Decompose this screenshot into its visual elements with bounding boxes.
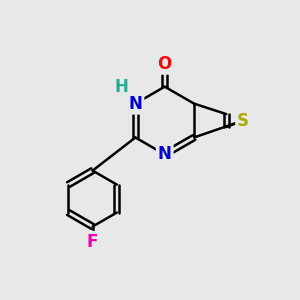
Text: N: N bbox=[158, 146, 172, 164]
Text: O: O bbox=[158, 55, 172, 73]
Text: F: F bbox=[87, 233, 98, 251]
Text: H: H bbox=[114, 77, 128, 95]
Text: S: S bbox=[237, 112, 249, 130]
Text: N: N bbox=[128, 94, 142, 112]
